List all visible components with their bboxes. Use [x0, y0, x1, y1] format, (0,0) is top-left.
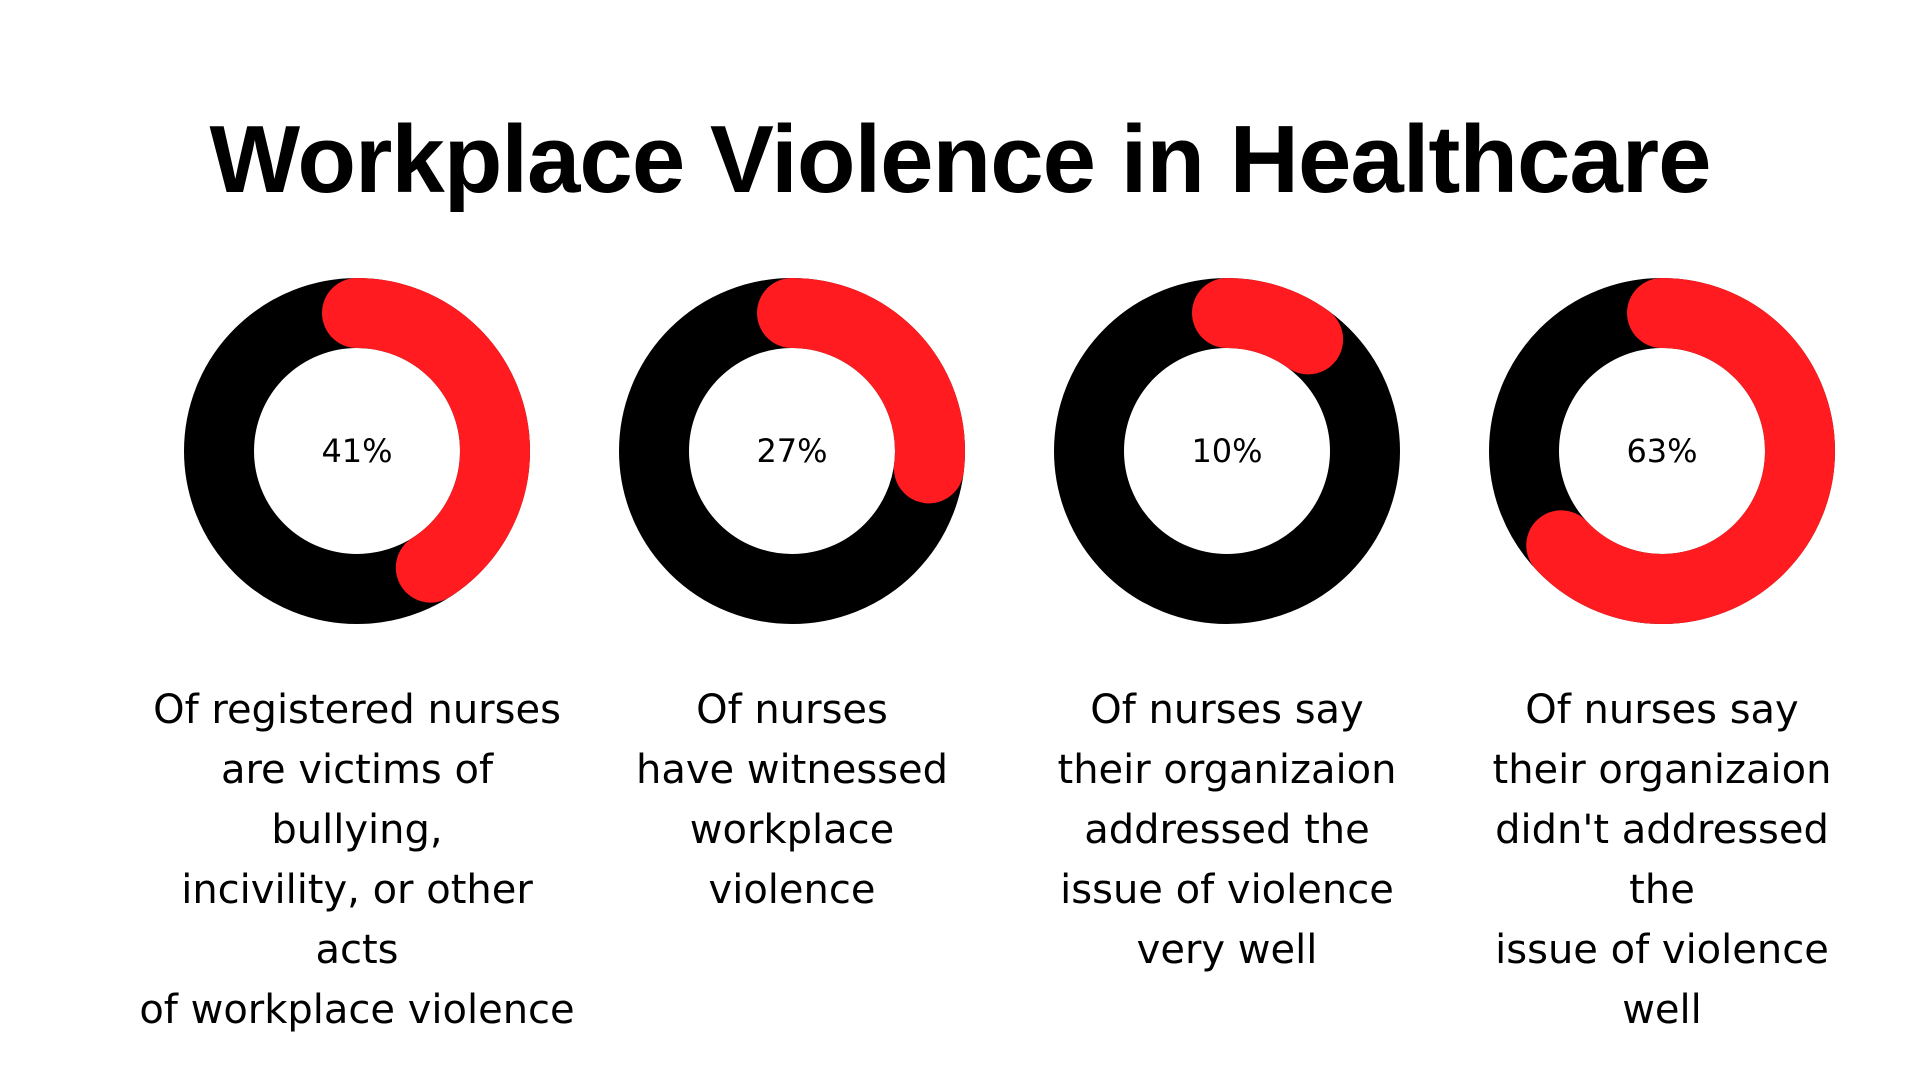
percent-label: 27%	[756, 432, 827, 470]
caption-line: bullying,	[271, 807, 443, 853]
donut-chart-1: 41%	[184, 278, 530, 624]
donut-svg: 63%	[1489, 278, 1835, 624]
caption-line: Of nurses	[696, 687, 888, 733]
donut-chart-2: 27%	[619, 278, 965, 624]
stat-caption: Of nurses have witnessed workplace violence	[557, 680, 1027, 920]
caption-line: of workplace violence	[139, 987, 575, 1033]
caption-line: acts	[315, 927, 399, 973]
donut-chart-4: 63%	[1489, 278, 1835, 624]
donut-value-arc	[1489, 278, 1835, 624]
caption-line: very well	[1136, 927, 1318, 973]
donut-value-arc	[1054, 278, 1400, 624]
caption-line: well	[1622, 987, 1702, 1033]
caption-line: Of nurses say	[1090, 687, 1364, 733]
caption-line: their organizaion	[1492, 747, 1832, 793]
donut-value-arc	[184, 278, 530, 624]
caption-line: issue of violence	[1495, 927, 1829, 973]
percent-label: 10%	[1191, 432, 1262, 470]
caption-line: are victims of	[220, 747, 494, 793]
stat-caption: Of nurses say their organizaion didn't add…	[1427, 680, 1897, 1040]
caption-line: violence	[708, 867, 876, 913]
page-title: Workplace Violence in Healthcare	[209, 106, 1711, 213]
percent-label: 41%	[321, 432, 392, 470]
caption-line: incivility, or other	[181, 867, 533, 913]
donut-value-arc	[619, 278, 965, 624]
donut-chart-3: 10%	[1054, 278, 1400, 624]
stat-caption: Of nurses say their organizaion addressed …	[992, 680, 1462, 980]
donut-svg: 27%	[619, 278, 965, 624]
caption-line: Of nurses say	[1525, 687, 1799, 733]
caption-line: didn't addressed	[1495, 807, 1829, 853]
stat-caption: Of registered nurses are victims of bullyi…	[122, 680, 592, 1040]
caption-line: the	[1629, 867, 1695, 913]
percent-label: 63%	[1626, 432, 1697, 470]
caption-line: issue of violence	[1060, 867, 1394, 913]
donut-svg: 10%	[1054, 278, 1400, 624]
caption-line: Of registered nurses	[153, 687, 561, 733]
donut-svg: 41%	[184, 278, 530, 624]
caption-line: workplace	[689, 807, 895, 853]
caption-line: addressed the	[1084, 807, 1370, 853]
caption-line: have witnessed	[635, 747, 948, 793]
caption-line: their organizaion	[1057, 747, 1397, 793]
